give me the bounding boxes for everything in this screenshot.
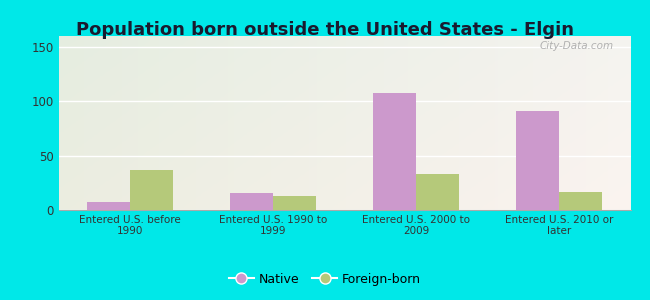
- Bar: [230, 193, 273, 210]
- Bar: [416, 174, 459, 210]
- Bar: [373, 93, 416, 210]
- Bar: [516, 111, 559, 210]
- Text: Population born outside the United States - Elgin: Population born outside the United State…: [76, 21, 574, 39]
- Bar: [130, 170, 173, 210]
- Text: City-Data.com: City-Data.com: [540, 41, 614, 51]
- Legend: Native, Foreign-born: Native, Foreign-born: [224, 268, 426, 291]
- Bar: [559, 191, 602, 210]
- Bar: [273, 196, 316, 210]
- Bar: [87, 202, 130, 210]
